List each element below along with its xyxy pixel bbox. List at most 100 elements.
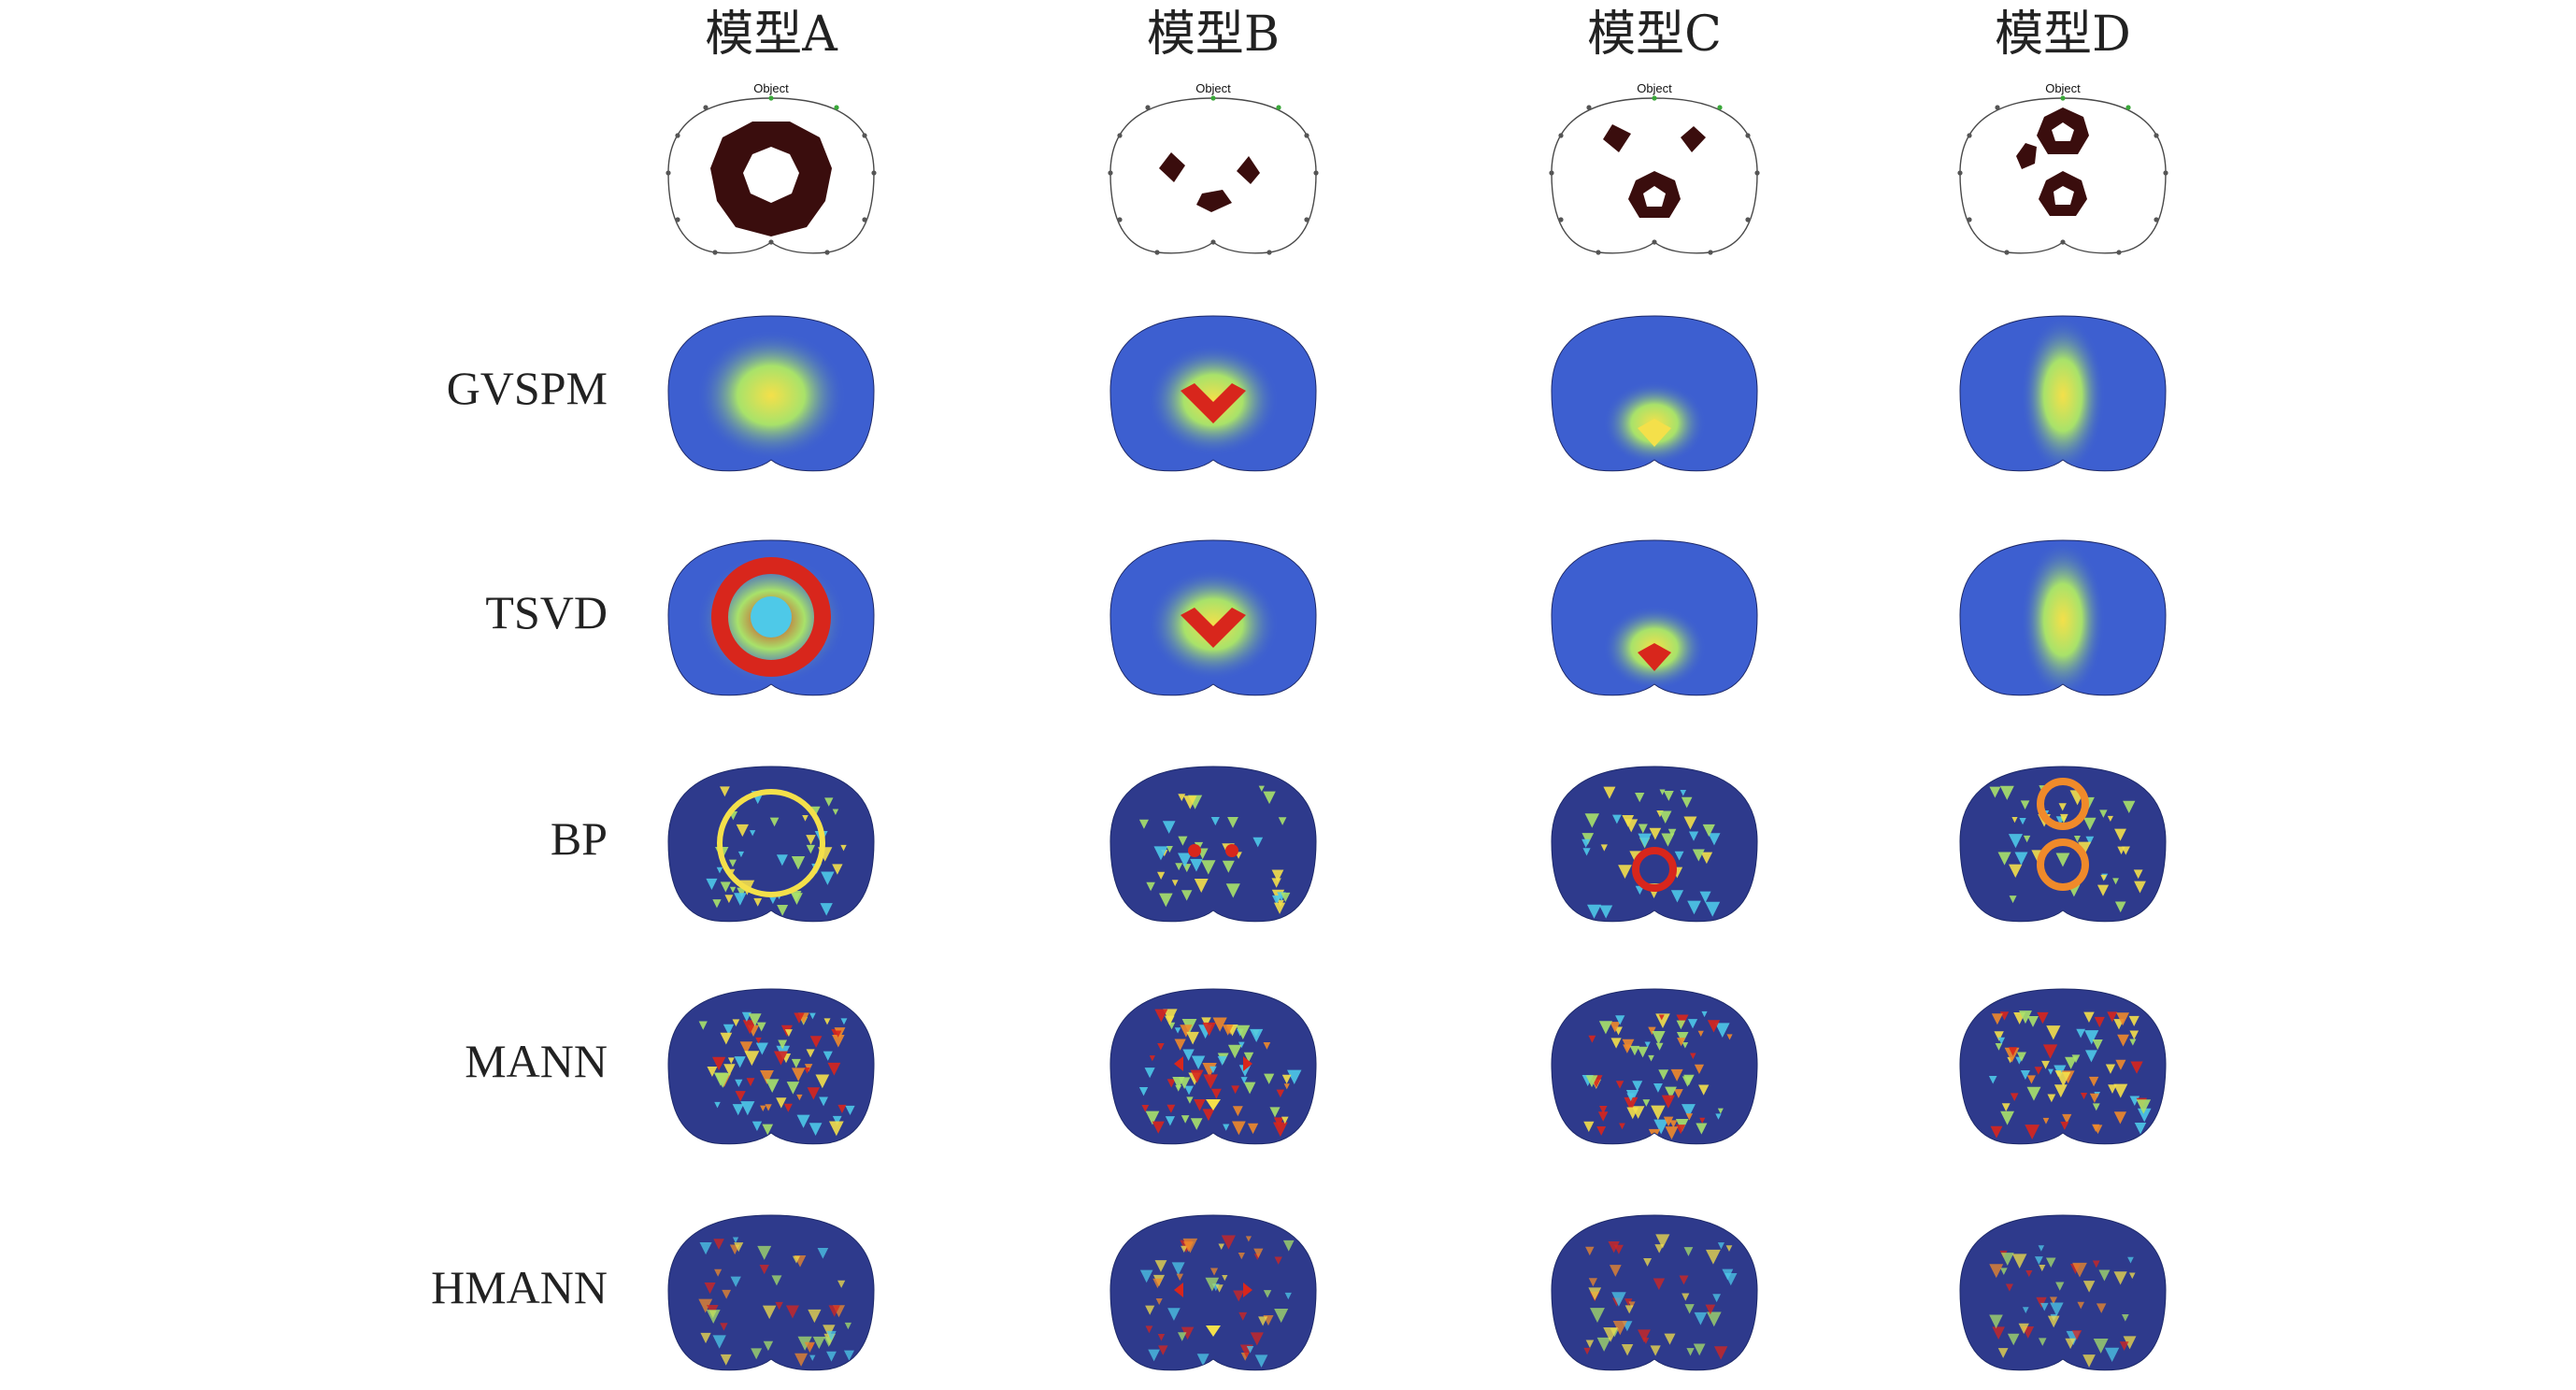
reconstruction-speckle — [2092, 1124, 2100, 1132]
torso-outline — [1551, 766, 1758, 923]
electrode-marker — [824, 250, 830, 255]
reconstruction-speckle — [735, 1079, 743, 1087]
reconstruction-speckle — [1700, 852, 1713, 865]
column-title-a: 模型A — [705, 7, 837, 63]
reconstruction-speckle — [2055, 853, 2070, 867]
inclusion-left — [1159, 152, 1185, 182]
reconstruction-speckle — [1702, 824, 1715, 838]
reconstruction-speckle — [806, 835, 816, 845]
reconstruction-speckle — [1588, 1035, 1596, 1043]
electrode-marker — [1145, 105, 1151, 110]
reconstruction-speckle — [1679, 1275, 1689, 1285]
reconstruction-speckle — [1588, 1278, 1597, 1287]
reconstruction-speckle — [2018, 1323, 2029, 1335]
electrode-marker — [2154, 217, 2159, 222]
reconstruction-speckle — [2025, 1125, 2040, 1139]
reconstruction-speckle — [2088, 1076, 2099, 1087]
reconstruction-speckle — [1186, 1031, 1199, 1045]
reconstruction-speckle — [756, 1022, 766, 1032]
reconstruction-speckle — [2128, 1272, 2136, 1280]
reconstruction-speckle — [1652, 1031, 1666, 1045]
reconstruction-panel-c-tsvd — [1533, 522, 1776, 709]
reconstruction-speckle — [1708, 833, 1721, 846]
reconstruction-speckle — [1222, 1275, 1228, 1282]
reconstruction-speckle — [2039, 1302, 2049, 1311]
reconstruction-speckle — [2058, 803, 2067, 811]
reconstruction-speckle — [2116, 1012, 2130, 1026]
reconstruction-speckle — [1183, 795, 1197, 810]
reconstruction-speckle — [751, 1121, 763, 1132]
reconstruction-hotspot — [1181, 383, 1246, 423]
reconstruction-speckle — [1717, 1108, 1724, 1114]
reconstruction-speckle — [1158, 1345, 1168, 1355]
reconstruction-speckle — [1600, 844, 1608, 852]
reconstruction-speckle — [797, 1336, 812, 1351]
reconstruction-speckle — [2000, 1253, 2014, 1266]
reconstruction-speckle — [802, 815, 809, 822]
reconstruction-speckle — [1171, 880, 1179, 887]
object-label: Object — [753, 81, 789, 95]
reconstruction-speckle — [1694, 1064, 1705, 1074]
reconstruction-speckle — [1648, 1054, 1654, 1062]
reconstruction-speckle — [2123, 1336, 2137, 1350]
reconstruction-speckle — [1201, 1017, 1211, 1027]
reconstruction-speckle — [2009, 896, 2017, 904]
reconstruction-speckle — [1581, 833, 1595, 845]
electrode-marker — [1210, 239, 1216, 245]
reconstruction-speckle — [1989, 1314, 2003, 1329]
reconstruction-panel-a-mann — [650, 970, 893, 1157]
reconstruction-speckle — [2080, 1092, 2088, 1100]
torso-outline — [1109, 315, 1317, 472]
electrode-marker — [2004, 250, 2010, 255]
reconstruction-speckle — [1191, 1055, 1206, 1069]
row-label-bp: BP — [550, 812, 608, 865]
reconstruction-speckle — [2082, 1354, 2096, 1368]
reconstruction-speckle — [1698, 1084, 1710, 1096]
reconstruction-speckle — [1274, 1309, 1289, 1324]
reconstruction-speckle — [2083, 817, 2097, 831]
reconstruction-speckle — [2085, 836, 2095, 845]
reconstruction-hotspot — [1206, 1326, 1221, 1337]
reconstruction-speckle — [2010, 1093, 2019, 1102]
reconstruction-speckle — [807, 1087, 820, 1100]
reconstruction-speckle — [1682, 1104, 1696, 1119]
reconstruction-speckle — [1281, 892, 1291, 902]
electrode-marker — [1652, 95, 1657, 101]
reconstruction-speckle — [755, 1037, 762, 1044]
electrode-marker — [1967, 217, 1972, 222]
electrode-marker — [1210, 95, 1216, 101]
reconstruction-speckle — [2128, 1015, 2140, 1027]
reconstruction-speckle — [706, 1310, 721, 1325]
electrode-marker — [768, 95, 774, 101]
reconstruction-speckle — [2136, 1099, 2152, 1114]
reconstruction-speckle — [815, 1074, 830, 1089]
reconstruction-panel-d-mann — [1941, 970, 2184, 1157]
torso-outline — [667, 1214, 875, 1371]
reconstruction-speckle — [1238, 1311, 1248, 1321]
torso-outline — [1109, 988, 1317, 1145]
reconstruction-speckle — [773, 1051, 788, 1066]
row-label-gvspm: GVSPM — [446, 362, 608, 414]
reconstruction-speckle — [1599, 905, 1613, 919]
electrode-marker — [1995, 105, 2000, 110]
torso-outline — [1109, 766, 1317, 923]
reconstruction-hotspot — [1174, 1283, 1183, 1297]
reconstruction-speckle — [720, 1323, 728, 1331]
reconstruction-speckle — [1642, 1099, 1651, 1107]
reconstruction-speckle — [2073, 836, 2081, 843]
reconstruction-speckle — [796, 1114, 810, 1128]
reconstruction-speckle — [1585, 1340, 1595, 1349]
reconstruction-panel-c-bp — [1533, 748, 1776, 935]
reconstruction-speckle — [1141, 1105, 1150, 1112]
reconstruction-speckle — [1590, 1308, 1605, 1324]
torso-outline — [1959, 315, 2167, 472]
reconstruction-speckle — [720, 881, 731, 893]
reconstruction-speckle — [1186, 1096, 1194, 1104]
reconstruction-panel-c-gvspm — [1533, 297, 1776, 484]
electrode-marker — [1754, 170, 1760, 176]
row-label-mann: MANN — [465, 1035, 608, 1087]
electrode-marker — [712, 250, 718, 255]
reconstruction-speckle — [1155, 1297, 1163, 1306]
reconstruction-speckle — [1725, 1245, 1733, 1253]
reconstruction-speckle — [1603, 786, 1616, 799]
